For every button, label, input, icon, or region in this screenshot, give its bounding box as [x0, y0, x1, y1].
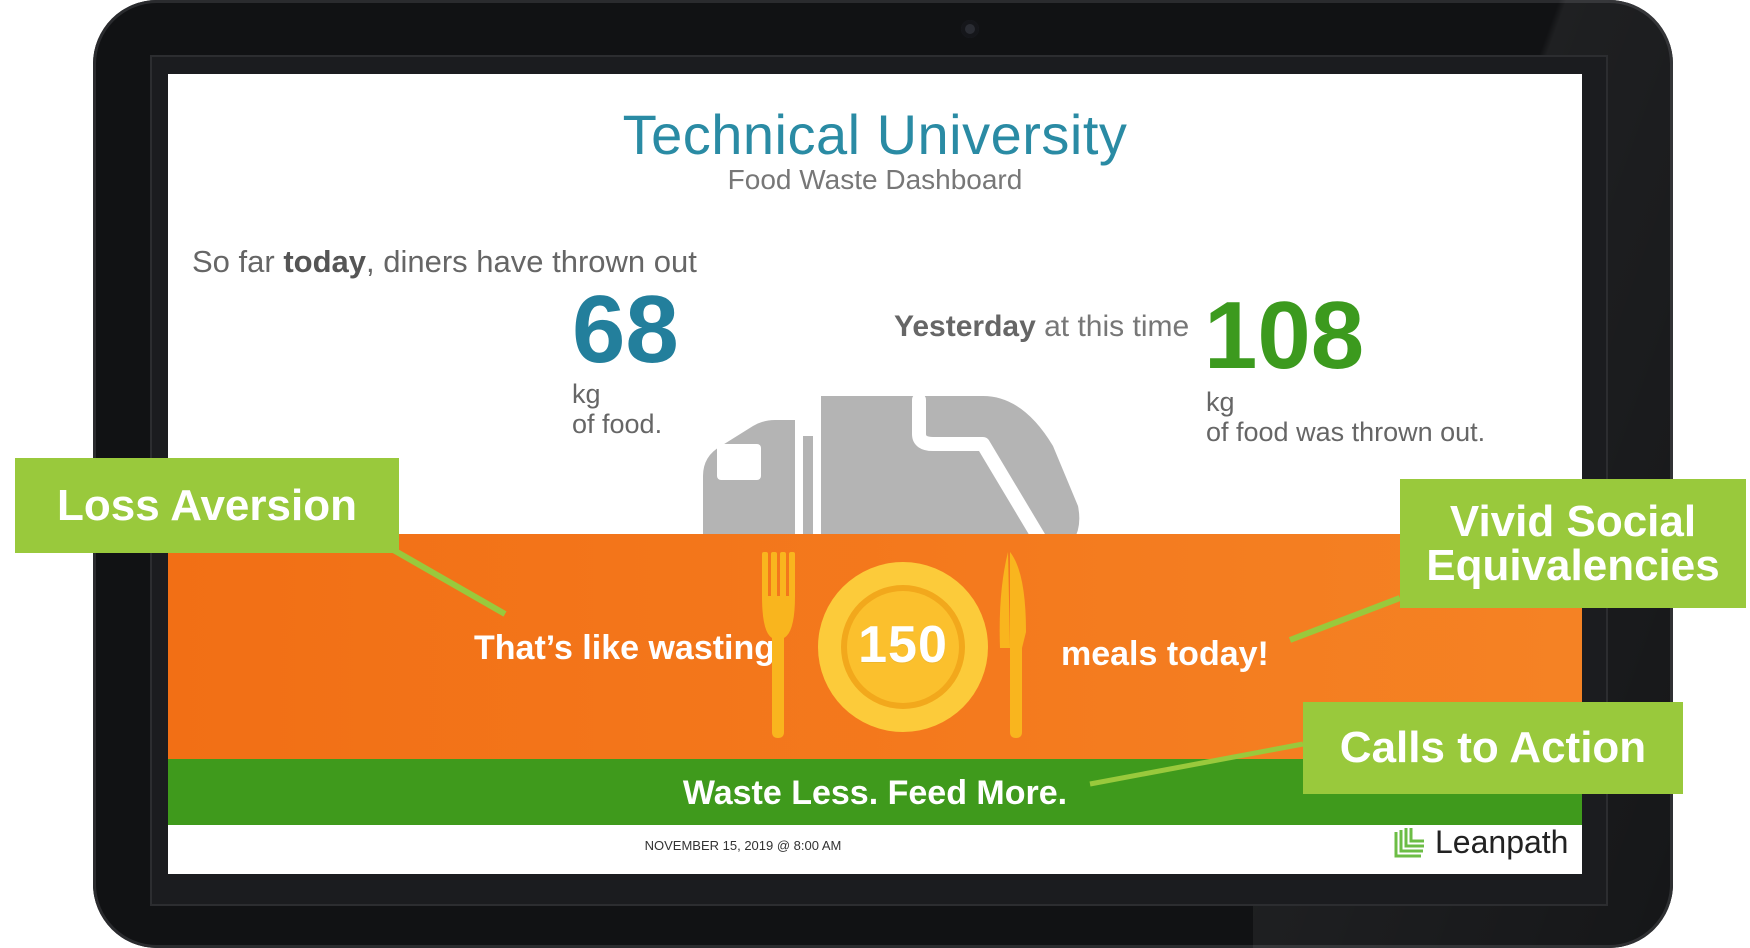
- intro-today: today: [283, 244, 367, 279]
- today-waste-unit: kg of food.: [572, 379, 663, 439]
- callout-vivid-label: Vivid Social Equivalencies: [1426, 496, 1720, 590]
- equivalency-prefix: That’s like wasting: [474, 629, 776, 667]
- place-setting-illustration: [762, 552, 1026, 738]
- callout-vivid-line1: Vivid Social: [1449, 496, 1697, 546]
- callout-vivid-social-equivalencies: Vivid Social Equivalencies: [1400, 479, 1746, 608]
- brand-name: Leanpath: [1435, 824, 1569, 860]
- meals-value: 150: [858, 616, 948, 674]
- knife-icon: [999, 552, 1026, 738]
- leanpath-logo-icon: [1394, 827, 1424, 857]
- yesterday-suffix: at this time: [1035, 310, 1190, 343]
- page-subtitle: Food Waste Dashboard: [727, 164, 1023, 195]
- intro-suffix: , diners have thrown out: [366, 244, 697, 279]
- camera-icon: [961, 20, 979, 38]
- timestamp: NOVEMBER 15, 2019 @ 8:00 AM: [644, 838, 842, 853]
- callout-calls-to-action-label: Calls to Action: [1339, 723, 1647, 772]
- callout-loss-aversion-label: Loss Aversion: [57, 480, 357, 530]
- page-title: Technical University: [622, 103, 1128, 166]
- brand: Leanpath: [1393, 824, 1568, 861]
- yesterday-label: Yesterday at this time: [894, 310, 1189, 344]
- callout-calls-to-action: Calls to Action: [1303, 702, 1683, 794]
- today-intro-text: So far today, diners have thrown out: [192, 244, 697, 280]
- yesterday-bold: Yesterday: [894, 310, 1036, 343]
- today-unit-line2: of food.: [572, 408, 663, 439]
- intro-prefix: So far: [192, 244, 284, 279]
- today-waste-value: 68: [572, 276, 679, 383]
- callout-loss-aversion: Loss Aversion: [15, 458, 399, 553]
- yesterday-waste-unit: kg of food was thrown out.: [1206, 387, 1486, 447]
- today-unit-kg: kg: [572, 379, 601, 409]
- yesterday-unit-kg: kg: [1206, 387, 1235, 417]
- fork-icon: [762, 552, 795, 738]
- yesterday-unit-line2: of food was thrown out.: [1206, 416, 1486, 447]
- slogan-text: Waste Less. Feed More.: [682, 774, 1068, 812]
- yesterday-waste-value: 108: [1204, 282, 1365, 389]
- equivalency-suffix: meals today!: [1061, 635, 1269, 673]
- callout-vivid-line2: Equivalencies: [1426, 540, 1720, 590]
- plate-icon: [818, 562, 988, 732]
